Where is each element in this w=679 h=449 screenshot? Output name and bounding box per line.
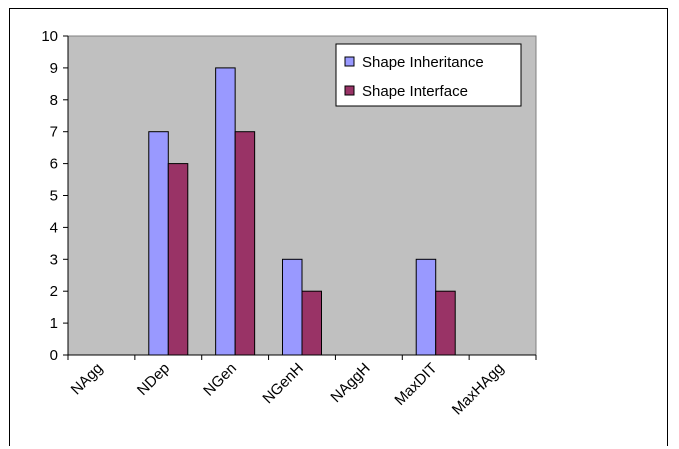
y-tick-label: 1 [50,315,58,332]
x-tick-label: NGenH [259,360,306,407]
legend-label-series-1: Shape Inheritance [362,54,484,71]
bar-ngen-series-2 [234,131,256,356]
y-tick-label: 2 [50,283,58,300]
x-tick-label: NAggH [327,360,373,406]
y-tick-label: 4 [50,219,58,236]
legend-swatch-series-1 [344,56,355,67]
y-tick-label: 6 [50,156,58,173]
y-tick-label: 0 [50,347,58,364]
x-tick-label: NGen [200,360,240,400]
legend: Shape Inheritance Shape Interface [335,43,522,107]
bar-maxdit-series-1 [415,258,437,356]
x-tick-label: MaxHAgg [449,360,508,419]
x-tick-label: MaxDIT [391,360,440,409]
bar-ngen-series-1 [215,67,236,356]
y-tick-label: 5 [50,188,58,205]
legend-box [335,43,522,107]
legend-swatch-series-2 [344,85,355,96]
legend-label-series-2: Shape Interface [362,83,468,100]
x-tick-label: NDep [134,360,173,399]
y-tick-label: 8 [50,92,58,109]
y-tick-label: 7 [50,124,58,141]
x-tick-label: NAgg [68,360,107,399]
bar-ndep-series-1 [148,131,169,356]
bar-maxdit-series-2 [435,290,456,356]
y-tick-label: 3 [50,251,58,268]
bar-ngenh-series-1 [282,258,303,356]
y-tick-label: 10 [41,28,58,45]
bar-ndep-series-2 [167,163,189,356]
y-tick-label: 9 [50,60,58,77]
bar-ngenh-series-2 [301,290,322,356]
